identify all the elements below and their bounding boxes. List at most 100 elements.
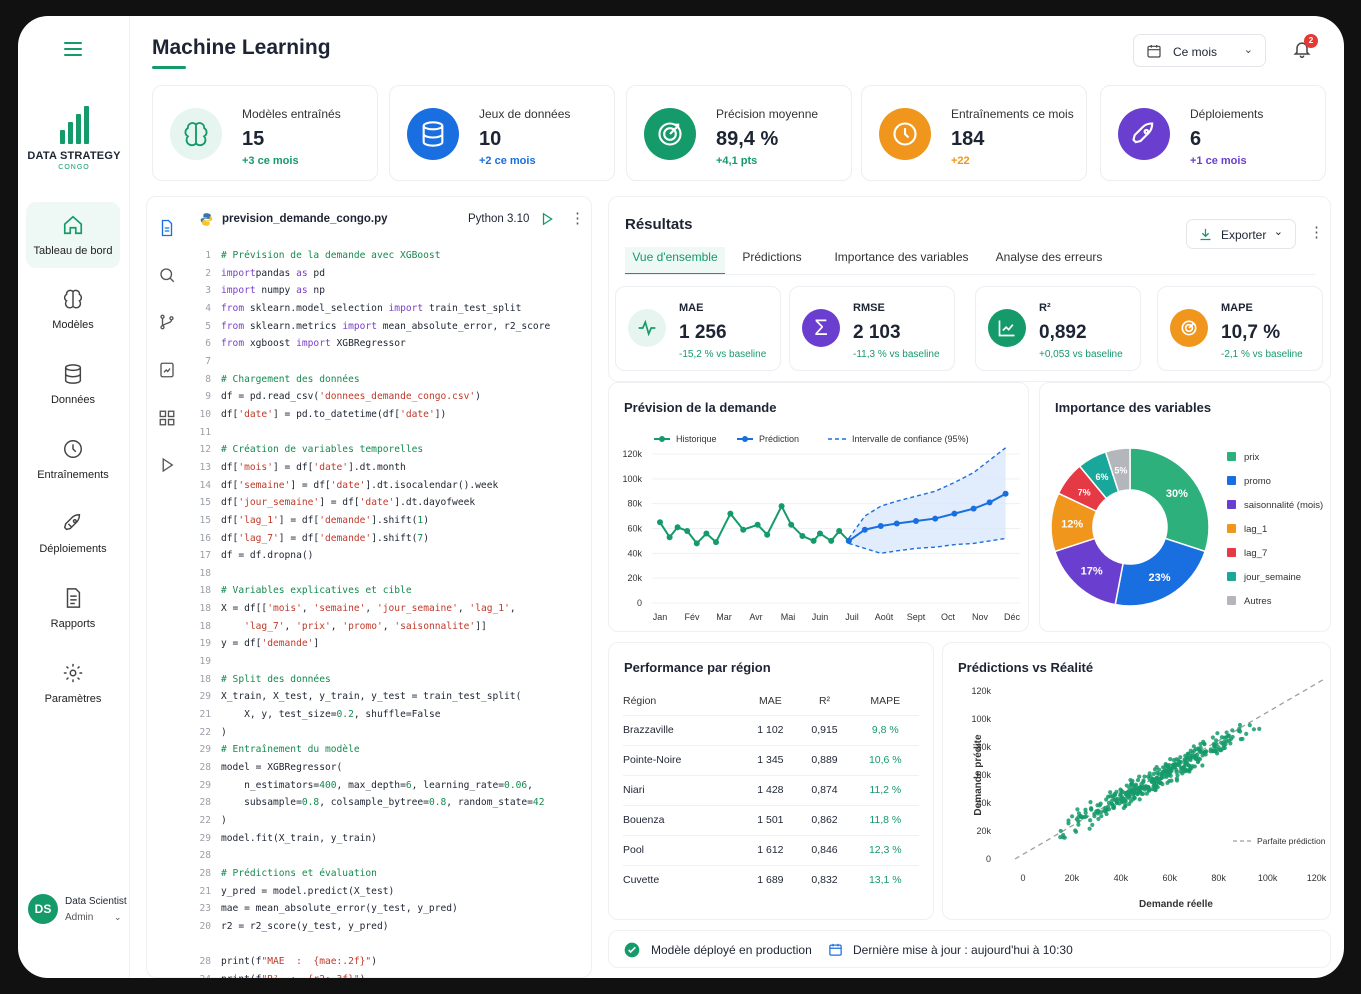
metric-card-r2: R² 0,892 +0,053 vs baseline [975,286,1141,371]
code-line[interactable]: 29 X_train, X_test, y_train, y_test = tra… [193,688,550,706]
code-line[interactable]: 22) [193,812,550,830]
code-line[interactable]: 28 [193,847,550,865]
results-panel: Résultats Exporter ⌄ ⋮ Vue d'ensemble Pr… [608,196,1331,382]
code-token: model.fit(X_train, y_train) [221,832,377,844]
code-line[interactable]: 18 # Variables explicatives et cible [193,582,550,600]
scatter-point [1251,727,1257,732]
code-line[interactable]: 14 df['semaine'] = df['date'].dt.isocalen… [193,477,550,495]
code-line[interactable]: 29 model.fit(X_train, y_train) [193,830,550,848]
run-panel-icon[interactable] [158,456,176,474]
scatter-point [1161,770,1166,775]
sidebar-item-trainings[interactable]: Entraînements [26,426,120,492]
scatter-chart[interactable]: 0 0 20k 20k 40k 40k 60k 60k 80k 80k 100k 100k 120k 12… [943,643,1332,921]
code-line[interactable]: 4 from sklearn.model_selection import tra… [193,300,550,318]
table-row[interactable]: Bouenza 1 501 0,862 11,8 % [623,804,919,835]
scatter-panel: Prédictions vs Réalité 0 0 20k 20k 40k 40k 60k… [942,642,1331,920]
tab-overview[interactable]: Vue d'ensemble [625,247,725,275]
code-token: # Prédictions et évaluation [221,867,377,879]
sidebar-item-models[interactable]: Modèles [26,276,120,342]
code-line[interactable]: 5 from sklearn.metrics import mean_absolu… [193,318,550,336]
sidebar-item-data[interactable]: Données [26,351,120,417]
sidebar-item-settings[interactable]: Paramètres [26,650,120,716]
file-icon[interactable] [158,219,176,237]
code-line[interactable]: 28 print(f"MAE : {mae:.2f}") [193,953,550,971]
code-line[interactable]: 18 # Split des données [193,671,550,689]
table-cell: Niari [623,774,744,805]
code-lines[interactable]: 1 # Prévision de la demande avec XGBoost 2… [193,247,550,978]
table-row[interactable]: Pool 1 612 0,846 12,3 % [623,834,919,865]
y-tick-label: 120k [622,449,642,459]
table-row[interactable]: Brazzaville 1 102 0,915 9,8 % [623,714,919,745]
code-line[interactable]: 20 r2 = r2_score(y_test, y_pred) [193,918,550,936]
extensions-icon[interactable] [158,409,176,427]
code-line[interactable]: 17 df = df.dropna() [193,547,550,565]
python-version[interactable]: Python 3.10 [468,213,530,225]
code-line[interactable]: 21 X, y, test_size=0.2, shuffle=False [193,706,550,724]
code-line[interactable]: 21 y_pred = model.predict(X_test) [193,883,550,901]
importance-chart[interactable]: 30% 23% 17% 12% 7% 6% 5% prix promo saisonnalité … [1040,383,1332,633]
code-line[interactable]: 18 'lag_7', 'prix', 'promo', 'saisonnali… [193,618,550,636]
prediction-line [848,492,1007,542]
period-select[interactable]: Ce mois ⌄ [1133,34,1266,67]
code-line[interactable]: 8 # Chargement des données [193,371,550,389]
metric-delta: +0,053 vs baseline [1039,349,1123,360]
code-line[interactable]: 28 model = XGBRegressor( [193,759,550,777]
code-line[interactable]: 19 [193,653,550,671]
table-row[interactable]: Niari 1 428 0,874 11,2 % [623,774,919,805]
report-icon [66,588,81,608]
sidebar-item-dashboard[interactable]: Tableau de bord [26,202,120,268]
code-line[interactable]: 29 n_estimators=400, max_depth=6, learni… [193,777,550,795]
code-line[interactable]: 15 df['jour_semaine'] = df['date'].dt.day… [193,494,550,512]
menu-icon[interactable] [64,42,82,56]
more-icon[interactable]: ⋮ [570,210,585,227]
code-line[interactable]: 3 import numpy as np [193,282,550,300]
notebook-icon[interactable] [158,361,176,379]
code-line[interactable]: 16 df['lag_7'] = df['demande'].shift(7) [193,530,550,548]
search-icon[interactable] [158,266,176,284]
code-line[interactable]: 22) [193,724,550,742]
tab-error-analysis[interactable]: Analyse des erreurs [995,250,1103,264]
table-row[interactable]: Cuvette 1 689 0,832 13,1 % [623,864,919,895]
code-line[interactable]: 23 mae = mean_absolute_error(y_test, y_pr… [193,900,550,918]
x-tick-label: 80k [1211,873,1226,883]
export-button[interactable]: Exporter ⌄ [1186,219,1296,249]
code-line[interactable]: 28 # Prédictions et évaluation [193,865,550,883]
scatter-point [1108,790,1113,795]
code-line[interactable]: 18 X = df[['mois', 'semaine', 'jour_semai… [193,600,550,618]
tab-feature-importance[interactable]: Importance des variables [834,250,969,264]
play-icon[interactable] [540,212,554,226]
code-line[interactable]: 7 [193,353,550,371]
code-line[interactable]: 6 from xgboost import XGBRegressor [193,335,550,353]
code-line[interactable]: 29 # Entraînement du modèle [193,741,550,759]
file-name[interactable]: prevision_demande_congo.py [222,213,388,225]
git-branch-icon[interactable] [158,313,176,331]
sidebar-item-deployments[interactable]: Déploiements [26,500,120,566]
user-menu[interactable]: DS Data Scientist Admin ⌄ [28,894,130,930]
code-line[interactable]: 19 y = df['demande'] [193,635,550,653]
stat-delta: +1 ce mois [1190,155,1247,167]
code-token: xgboost [244,338,297,350]
code-line[interactable]: 13 df['mois'] = df['date'].dt.month [193,459,550,477]
more-icon[interactable]: ⋮ [1309,224,1324,241]
scatter-point [1221,743,1227,748]
code-line[interactable]: 1 # Prévision de la demande avec XGBoost [193,247,550,265]
table-row[interactable]: Pointe-Noire 1 345 0,889 10,6 % [623,744,919,775]
code-line[interactable] [193,936,550,954]
code-line[interactable]: 12 # Création de variables temporelles [193,441,550,459]
code-line[interactable]: 10 df['date'] = pd.to_datetime(df['date']… [193,406,550,424]
code-line[interactable]: 2 importpandas as pd [193,265,550,283]
code-token: sklearn.model_selection [244,302,389,314]
scatter-point [1177,763,1182,768]
sidebar-item-reports[interactable]: Rapports [26,575,120,641]
code-line[interactable]: 9 df = pd.read_csv('donnees_demande_congo… [193,388,550,406]
stat-card-datasets: Jeux de données 10 +2 ce mois [389,85,615,181]
code-token: r2 = r2_score(y_test, y_pred) [221,920,389,932]
code-line[interactable]: 18 [193,565,550,583]
chevron-down-icon[interactable]: ⌄ [114,912,122,922]
forecast-chart[interactable]: 0 20k 40k 60k 80k 100k 120k Jan Fév Mar Avr Mai Juin… [609,383,1030,633]
code-line[interactable]: 11 [193,424,550,442]
tab-predictions[interactable]: Prédictions [742,250,802,264]
code-line[interactable]: 24 print(f"R² : {r2:.3f}") [193,971,550,978]
code-line[interactable]: 28 subsample=0.8, colsample_bytree=0.8, … [193,794,550,812]
code-line[interactable]: 15 df['lag_1'] = df['demande'].shift(1) [193,512,550,530]
